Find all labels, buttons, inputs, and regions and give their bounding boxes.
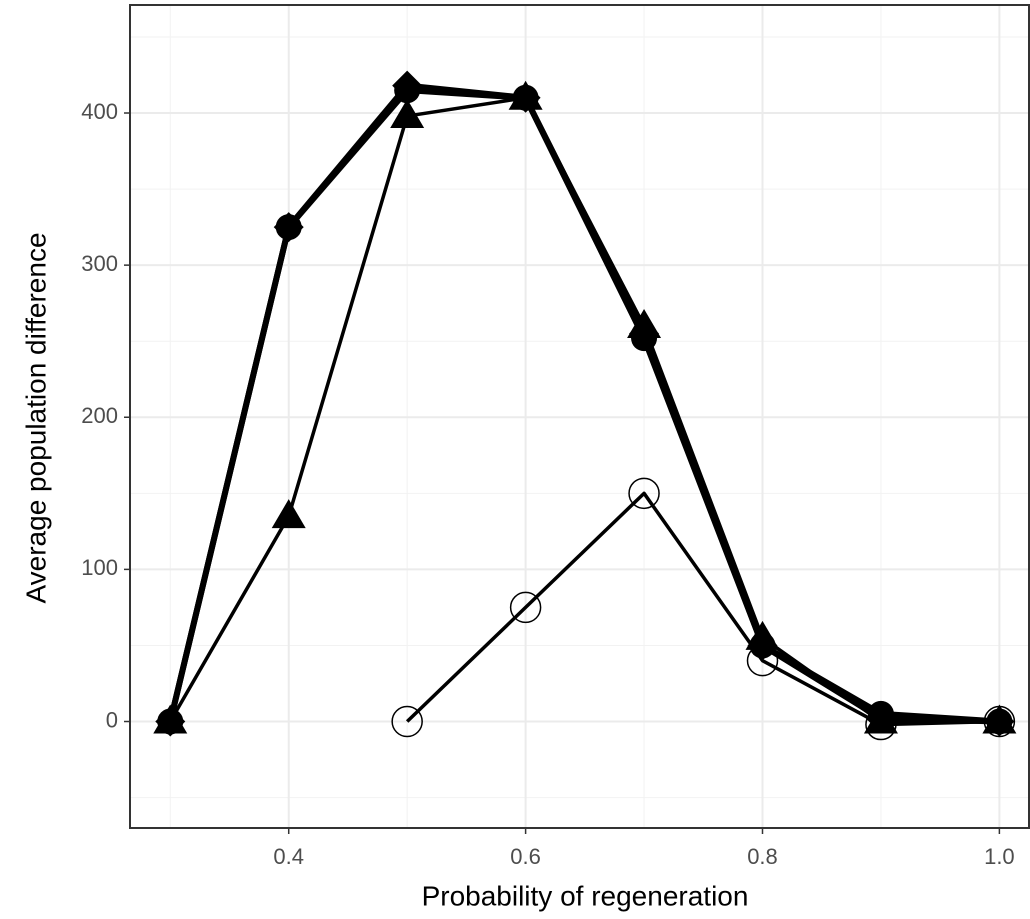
open-circle-marker — [391, 705, 423, 738]
open-circle-marker — [509, 591, 542, 624]
plot-border — [129, 4, 1030, 829]
x-tick-label: 0.8 — [747, 844, 778, 869]
x-tick-label: 1.0 — [984, 844, 1015, 869]
y-tick-label: 400 — [81, 99, 118, 124]
y-axis-title: Average population difference — [20, 232, 51, 603]
series-line — [167, 87, 1000, 725]
circle-marker — [512, 84, 539, 111]
y-tick-label: 100 — [81, 555, 118, 580]
circle-marker — [394, 77, 421, 104]
y-tick-label: 0 — [106, 707, 118, 732]
y-tick-label: 200 — [81, 403, 118, 428]
triangle-marker — [271, 499, 306, 529]
x-tick-label: 0.6 — [510, 844, 541, 869]
series-line — [167, 82, 1000, 725]
series-line — [405, 491, 1000, 727]
circle-marker — [867, 700, 894, 727]
open-circle-marker — [628, 477, 660, 510]
series-line — [168, 96, 1000, 724]
circle-marker — [631, 325, 658, 352]
circle-marker — [275, 214, 302, 241]
triangle-marker — [390, 99, 425, 129]
circle-marker — [157, 708, 184, 735]
circle-marker — [749, 632, 776, 659]
x-axis-title: Probability of regeneration — [422, 880, 749, 911]
y-tick-label: 300 — [81, 251, 118, 276]
circle-marker — [986, 708, 1013, 735]
x-tick-label: 0.4 — [273, 844, 304, 869]
